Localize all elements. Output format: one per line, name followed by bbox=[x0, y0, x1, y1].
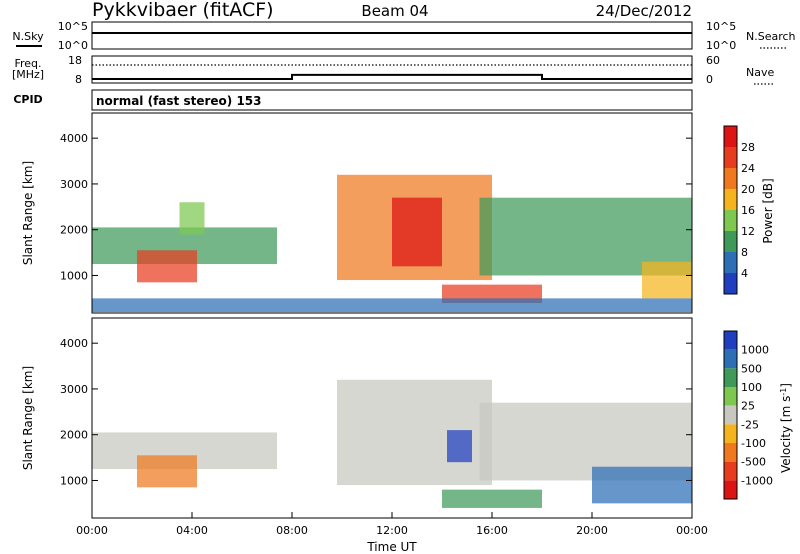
cpid-label: CPID bbox=[13, 93, 42, 106]
nsky-label: N.Sky bbox=[12, 30, 44, 43]
colorbar-segment bbox=[724, 368, 737, 387]
freq-tick-high: 18 bbox=[68, 54, 82, 67]
colorbar-segment bbox=[724, 231, 737, 252]
heatmap-region bbox=[642, 261, 692, 299]
colorbar-segment bbox=[724, 443, 737, 462]
colorbar-segment bbox=[724, 349, 737, 369]
colorbar-frame bbox=[723, 125, 738, 295]
y-tick-label: 4000 bbox=[60, 337, 88, 350]
colorbar-segment bbox=[724, 252, 737, 273]
nsky-tick-high: 10^5 bbox=[58, 20, 88, 33]
y-tick-label: 3000 bbox=[60, 178, 88, 191]
colorbar-tick-label: 12 bbox=[741, 225, 755, 238]
colorbar-segment bbox=[724, 126, 737, 147]
heatmap-region bbox=[447, 430, 472, 463]
colorbar-segment bbox=[724, 461, 737, 481]
frequency-line bbox=[92, 73, 692, 80]
y-tick-label: 1000 bbox=[60, 269, 88, 282]
colorbar-segment bbox=[724, 210, 737, 231]
nsearch-tick-low: 10^0 bbox=[706, 39, 736, 52]
velocity-colorbar-label: Velocity [m s-1] bbox=[779, 383, 794, 473]
y-tick-label: 1000 bbox=[60, 474, 88, 487]
power-panel-frame bbox=[91, 112, 693, 314]
freq-unit-label: [MHz] bbox=[12, 68, 44, 81]
colorbar-tick-label: -100 bbox=[741, 437, 766, 450]
colorbar-segment bbox=[724, 189, 737, 210]
time-xlabel: Time UT bbox=[366, 540, 417, 554]
nsky-tick-low: 10^0 bbox=[58, 39, 88, 52]
power-panel: 1000 2000 3000 4000 Slant Range [km] bbox=[21, 112, 693, 314]
beam-label: Beam 04 bbox=[361, 2, 428, 20]
colorbar-segment bbox=[724, 480, 737, 499]
colorbar-segment bbox=[724, 387, 737, 406]
freq-tick-low: 8 bbox=[75, 73, 82, 86]
power-colorbar: 28 24 20 16 12 8 4 bbox=[723, 125, 755, 295]
heatmap-region bbox=[92, 298, 692, 313]
colorbar-tick-label: 4 bbox=[741, 267, 748, 280]
heatmap-region bbox=[592, 466, 692, 504]
date-label: 24/Dec/2012 bbox=[596, 2, 692, 20]
y-tick-label: 2000 bbox=[60, 429, 88, 442]
freq-panel-frame bbox=[91, 55, 693, 84]
colorbar-tick-label: 24 bbox=[741, 162, 755, 175]
colorbar-segment bbox=[724, 424, 737, 443]
colorbar-segment bbox=[724, 168, 737, 189]
power-heatmap-cells bbox=[92, 174, 692, 313]
colorbar-tick-label: 25 bbox=[741, 400, 755, 413]
power-y-ticks: 1000 2000 3000 4000 bbox=[60, 132, 692, 282]
cpid-text: normal (fast stereo) 153 bbox=[96, 94, 262, 108]
x-tick-label: 20:00 bbox=[576, 524, 608, 537]
nave-tick-high: 60 bbox=[706, 54, 720, 67]
power-ylabel: Slant Range [km] bbox=[21, 161, 35, 265]
colorbar-tick-label: 28 bbox=[741, 141, 755, 154]
y-tick-label: 3000 bbox=[60, 383, 88, 396]
colorbar-tick-label: 1000 bbox=[741, 344, 769, 357]
nsearch-label: N.Search bbox=[746, 30, 796, 43]
x-tick-label: 08:00 bbox=[276, 524, 308, 537]
colorbar-tick-label: 8 bbox=[741, 246, 748, 259]
velocity-colorbar: 1000 500 100 25 -25 -100 -500 -1000 bbox=[723, 330, 773, 500]
nsearch-tick-high: 10^5 bbox=[706, 20, 736, 33]
colorbar-tick-label: -1000 bbox=[741, 474, 773, 487]
velocity-y-ticks: 1000 2000 3000 4000 bbox=[60, 337, 692, 487]
x-tick-label: 12:00 bbox=[376, 524, 408, 537]
heatmap-region bbox=[442, 489, 542, 508]
heatmap-region bbox=[137, 455, 197, 488]
x-tick-label: 00:00 bbox=[676, 524, 708, 537]
colorbar-segment bbox=[724, 405, 737, 425]
freq-label: Freq. bbox=[14, 57, 41, 70]
nave-tick-low: 0 bbox=[706, 73, 713, 86]
nave-label: Nave bbox=[746, 66, 774, 79]
colorbar-segment bbox=[724, 331, 737, 350]
time-x-ticks: 00:00 04:00 08:00 12:00 16:00 20:00 00:00 bbox=[76, 512, 708, 537]
x-tick-label: 00:00 bbox=[76, 524, 108, 537]
colorbar-tick-label: 100 bbox=[741, 381, 762, 394]
velocity-heatmap-cells bbox=[92, 379, 692, 508]
heatmap-region bbox=[392, 197, 442, 267]
x-tick-label: 16:00 bbox=[476, 524, 508, 537]
y-tick-label: 2000 bbox=[60, 224, 88, 237]
velocity-ylabel: Slant Range [km] bbox=[21, 366, 35, 470]
colorbar-tick-label: -25 bbox=[741, 418, 759, 431]
cpid-panel-frame bbox=[91, 89, 693, 111]
station-title: Pykkvibaer (fitACF) bbox=[92, 0, 274, 21]
colorbar-tick-label: 20 bbox=[741, 183, 755, 196]
colorbar-tick-label: -500 bbox=[741, 456, 766, 469]
nsky-panel-frame bbox=[91, 21, 693, 50]
colorbar-tick-label: 16 bbox=[741, 204, 755, 217]
power-colorbar-label: Power [dB] bbox=[761, 178, 775, 243]
colorbar-segment bbox=[724, 273, 737, 294]
heatmap-region bbox=[179, 202, 205, 235]
colorbar-frame bbox=[723, 330, 738, 500]
freq-series bbox=[92, 64, 692, 80]
x-tick-label: 04:00 bbox=[176, 524, 208, 537]
colorbar-segment bbox=[724, 147, 737, 168]
heatmap-region bbox=[137, 250, 197, 283]
y-tick-label: 4000 bbox=[60, 132, 88, 145]
colorbar-tick-label: 500 bbox=[741, 362, 762, 375]
